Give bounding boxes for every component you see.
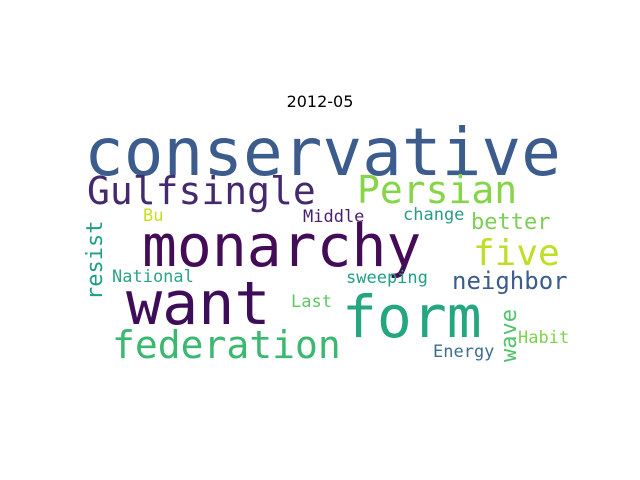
word-resist: resist <box>83 221 108 300</box>
word-wave: wave <box>497 309 522 362</box>
word-monarchy: monarchy <box>142 212 421 280</box>
word-energy: Energy <box>433 342 494 362</box>
word-form: form <box>342 283 482 351</box>
word-federation: federation <box>112 323 341 367</box>
word-want: want <box>126 269 271 339</box>
word-gulfsingle: Gulfsingle <box>87 169 316 213</box>
word-five: five <box>473 233 560 274</box>
word-better: better <box>471 210 550 235</box>
word-last: Last <box>291 292 332 312</box>
word-national: National <box>112 267 194 287</box>
word-sweeping: sweeping <box>346 268 428 288</box>
word-persian: Persian <box>357 168 517 212</box>
word-middle: Middle <box>303 207 364 227</box>
word-habit: Habit <box>518 328 569 348</box>
chart-title: 2012-05 <box>286 92 354 111</box>
word-bu: Bu <box>143 206 163 226</box>
word-neighbor: neighbor <box>452 267 568 295</box>
word-conservative: conservative <box>84 114 561 191</box>
word-change: change <box>403 205 464 225</box>
